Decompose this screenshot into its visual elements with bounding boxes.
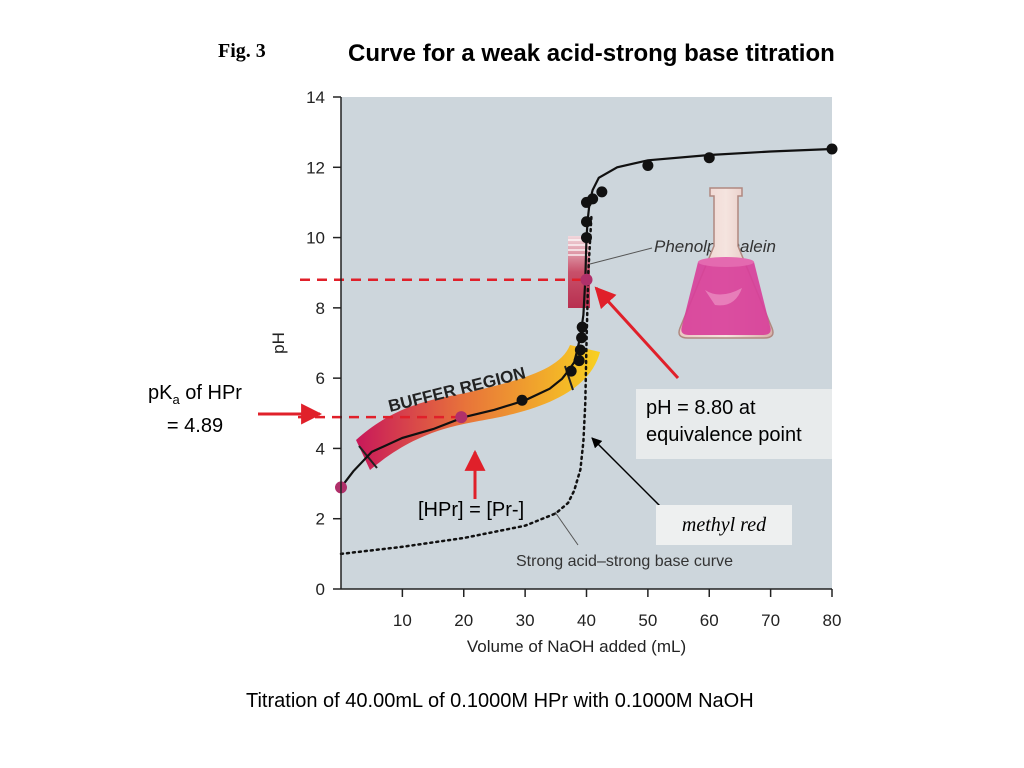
figure-number: Fig. 3 [218,40,266,62]
x-tick-label: 60 [700,611,719,630]
chart-title: Curve for a weak acid-strong base titrat… [348,40,835,67]
data-point [581,232,592,244]
pka-prefix: pK [148,382,173,404]
flask-image [678,187,774,339]
data-point [516,394,528,406]
y-axis-label: pH [269,332,288,354]
methyl-red-label: methyl red [656,505,792,545]
data-point [576,332,588,344]
weak-acid-curve [339,147,834,489]
x-tick-label: 10 [393,611,412,630]
x-tick-label: 20 [454,611,473,630]
x-tick-label: 70 [761,611,780,630]
strong-curve-label: Strong acid–strong base curve [516,553,733,570]
buffer-region-band [356,345,600,470]
y-tick-label: 14 [306,88,325,107]
half-equivalence-annotation: [HPr] = [Pr-] [418,499,525,522]
x-tick-label: 50 [638,611,657,630]
data-point [596,186,608,198]
data-point [581,216,592,228]
strong-curve-leader [554,511,579,546]
y-tick-label: 0 [316,580,325,599]
data-point [642,160,654,172]
pka-value: = 4.89 [166,415,224,437]
x-tick-label: 30 [516,611,535,630]
data-point [703,152,715,164]
equivalence-annotation: pH = 8.80 at equivalence point [636,389,832,459]
data-point [587,193,599,205]
x-tick-label: 80 [823,611,842,630]
data-point [573,355,585,367]
pka-subscript: a [172,392,180,407]
pka-annotation: pKa of HPr = 4.89 [120,380,270,440]
equivalence-arrow [594,286,680,380]
x-tick-label: 40 [577,611,596,630]
methyl-red-arrow [591,437,663,509]
strong-acid-curve [339,215,593,556]
y-tick-label: 2 [316,510,325,529]
equivalence-line-1: pH = 8.80 at [646,397,756,419]
y-tick-label: 12 [306,158,325,177]
y-tick-label: 6 [316,369,325,388]
x-axis-label: Volume of NaOH added (mL) [467,637,686,656]
data-point [455,411,468,424]
data-point [826,143,838,155]
data-point [576,321,588,333]
y-tick-label: 8 [316,299,325,318]
data-point [580,273,593,286]
y-tick-label: 4 [316,439,325,458]
y-tick-label: 10 [306,229,325,248]
equivalence-line-2: equivalence point [646,424,802,446]
data-point [565,365,577,377]
figure-caption: Titration of 40.00mL of 0.1000M HPr with… [246,690,754,712]
data-point [574,344,586,356]
pka-suffix: of HPr [179,382,242,404]
phenolphthalein-leader [589,247,653,265]
